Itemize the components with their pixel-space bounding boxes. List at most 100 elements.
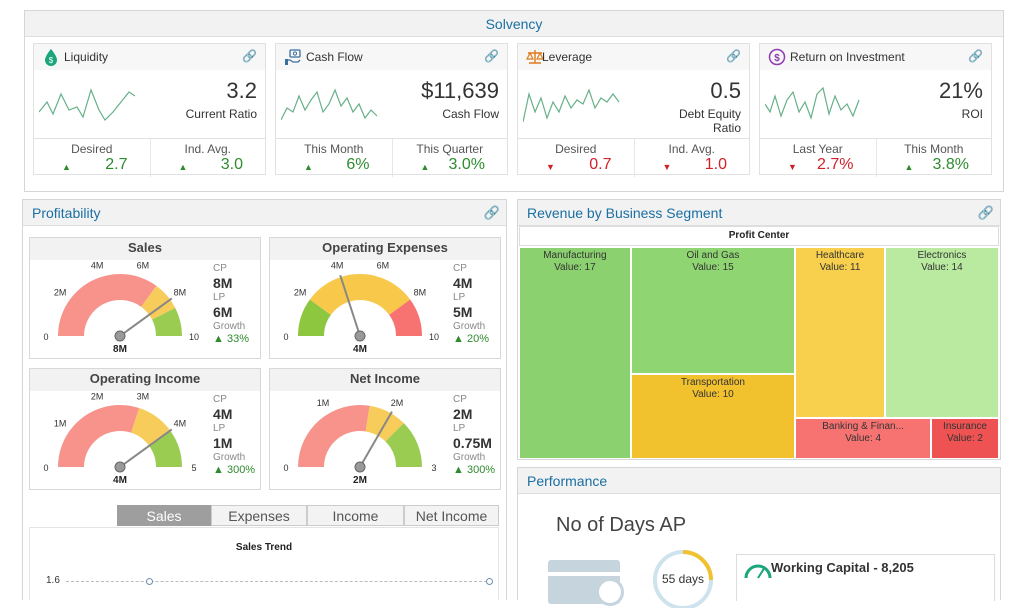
value-label: Current Ratio bbox=[185, 107, 257, 121]
revenue-header: Revenue by Business Segment 🔗 bbox=[518, 200, 1000, 226]
sales-gauge: 0 2M 4M 6M 8M 10 8M bbox=[43, 261, 199, 355]
tab-income[interactable]: Income bbox=[307, 505, 404, 526]
gauge-band bbox=[298, 299, 331, 336]
document-icon-badge bbox=[596, 578, 624, 606]
data-point-marker[interactable] bbox=[146, 578, 153, 585]
days-progress-ring bbox=[653, 550, 713, 608]
gauge-tick-label: 0 bbox=[283, 332, 288, 342]
trend-up-icon: ▲ bbox=[904, 162, 914, 172]
gauge-tick-label: 0 bbox=[283, 463, 288, 473]
treemap-cell-name: Oil and Gas bbox=[686, 250, 740, 261]
gauge-tick-label: 4M bbox=[91, 261, 104, 271]
lp-value: 0.75M bbox=[453, 435, 492, 451]
trend-down-icon: ▼ bbox=[662, 162, 672, 172]
card-title: Cash Flow bbox=[306, 50, 363, 64]
net-income-gauge-card: Net Income 0 1M 2M 3 2M CP 2M LP 0.75M Growth … bbox=[269, 368, 501, 490]
growth-value: ▲ 20% bbox=[453, 333, 489, 345]
link-icon[interactable]: 🔗 bbox=[968, 49, 983, 63]
link-icon[interactable]: 🔗 bbox=[977, 205, 994, 220]
gauge-tick-label: 2M bbox=[391, 398, 404, 408]
performance-header: Performance bbox=[518, 468, 1000, 494]
sparkline bbox=[765, 86, 860, 121]
link-icon[interactable]: 🔗 bbox=[483, 205, 500, 220]
sparkline bbox=[281, 88, 378, 121]
gauge-tick-label: 6M bbox=[377, 261, 390, 271]
treemap-cell-value: Value: 4 bbox=[845, 432, 882, 444]
treemap-cell[interactable]: Banking & Finan... Value: 4 bbox=[795, 417, 932, 459]
tab-sales[interactable]: Sales bbox=[117, 505, 211, 526]
card-title: Leverage bbox=[542, 50, 593, 64]
gauge-needle bbox=[119, 428, 173, 468]
svg-text:$: $ bbox=[49, 56, 54, 65]
gauge-band bbox=[58, 274, 157, 336]
gauge-hub bbox=[354, 330, 366, 342]
stat-label: Desired bbox=[555, 142, 597, 156]
card-header: $ Liquidity 🔗 bbox=[34, 44, 265, 70]
treemap-cell[interactable]: Healthcare Value: 11 bbox=[795, 247, 885, 418]
card-header: $ Return on Investment 🔗 bbox=[760, 44, 991, 70]
stat-value: 1.0 bbox=[704, 156, 727, 173]
gauge-band bbox=[385, 423, 422, 467]
stat-label: Desired bbox=[71, 142, 113, 156]
working-capital-box: Working Capital - 8,205 bbox=[736, 554, 995, 601]
treemap-cell-name: Electronics bbox=[917, 250, 967, 261]
lp-label: LP bbox=[453, 292, 466, 303]
tab-expenses[interactable]: Expenses bbox=[211, 505, 307, 526]
stat-row: Desired ▲ 2.7 Ind. Avg. ▲ 3.0 bbox=[34, 138, 265, 177]
growth-label: Growth bbox=[453, 321, 486, 332]
trend-up-icon: ▲ bbox=[420, 162, 430, 172]
days-ap-label: No of Days AP bbox=[556, 514, 687, 536]
gauge-tick-label: 2M bbox=[91, 392, 104, 402]
lp-label: LP bbox=[213, 292, 226, 303]
treemap-cell[interactable]: Insurance Value: 2 bbox=[931, 417, 999, 459]
treemap-cell-value: Value: 17 bbox=[554, 262, 596, 273]
lp-label: LP bbox=[213, 423, 226, 434]
gauge-value-label: 2M bbox=[353, 475, 367, 486]
gauge-band bbox=[298, 405, 370, 467]
cp-value: 2M bbox=[453, 406, 473, 422]
gauge-tick-label: 4M bbox=[331, 261, 344, 271]
sparkline bbox=[39, 88, 136, 121]
y-axis-tick: 1.6 bbox=[46, 575, 60, 586]
gauge-tick-label: 2M bbox=[54, 288, 67, 298]
lp-value: 1M bbox=[213, 435, 233, 451]
gauge-hub bbox=[114, 461, 126, 473]
lp-value: 5M bbox=[453, 304, 473, 320]
gauge-band bbox=[131, 408, 171, 446]
gauge-title: Sales bbox=[30, 238, 260, 260]
treemap-cell-name: Healthcare bbox=[815, 250, 865, 261]
stat-value: 6% bbox=[346, 156, 370, 173]
treemap-cell[interactable]: Transportation Value: 10 bbox=[630, 374, 796, 459]
sales-trend-chart: Sales Trend 1.6 bbox=[29, 527, 499, 600]
tab-net-income[interactable]: Net Income bbox=[404, 505, 499, 526]
growth-value: ▲ 300% bbox=[213, 464, 256, 476]
cash-flow-card: Cash Flow 🔗 $11,639 Cash Flow This Month… bbox=[275, 43, 508, 177]
treemap-cell[interactable]: Oil and Gas Value: 15 bbox=[630, 247, 796, 375]
lp-label: LP bbox=[453, 423, 466, 434]
gauge-stats: CP 8M LP 6M Growth ▲ 33% bbox=[213, 263, 249, 346]
stat-value: 0.7 bbox=[589, 156, 612, 173]
growth-number: 300% bbox=[226, 464, 256, 476]
roi-value: 21% bbox=[938, 78, 983, 103]
cp-value: 4M bbox=[213, 406, 233, 422]
stat-this-quarter: This Quarter ▲ 3.0% bbox=[391, 139, 508, 177]
trend-down-icon: ▼ bbox=[546, 162, 555, 172]
treemap-cell[interactable]: Manufacturing Value: 17 bbox=[519, 247, 631, 459]
gauge-band bbox=[152, 307, 182, 336]
treemap-cell[interactable]: Electronics Value: 14 bbox=[884, 247, 999, 418]
link-icon[interactable]: 🔗 bbox=[726, 49, 741, 63]
stat-value: 2.7% bbox=[817, 156, 854, 173]
data-point-marker[interactable] bbox=[486, 578, 493, 585]
gauge-tick-label: 10 bbox=[189, 332, 199, 342]
growth-number: 33% bbox=[226, 333, 249, 345]
gauge-needle bbox=[339, 274, 361, 337]
gauge-title: Net Income bbox=[270, 369, 500, 391]
gauge-title: Operating Income bbox=[30, 369, 260, 391]
gauge-band bbox=[141, 285, 176, 320]
svg-text:$: $ bbox=[774, 53, 780, 64]
stat-label: Ind. Avg. bbox=[668, 142, 715, 156]
value-label: ROI bbox=[961, 107, 983, 121]
growth-label: Growth bbox=[213, 321, 246, 332]
link-icon[interactable]: 🔗 bbox=[242, 49, 257, 63]
link-icon[interactable]: 🔗 bbox=[484, 49, 499, 63]
